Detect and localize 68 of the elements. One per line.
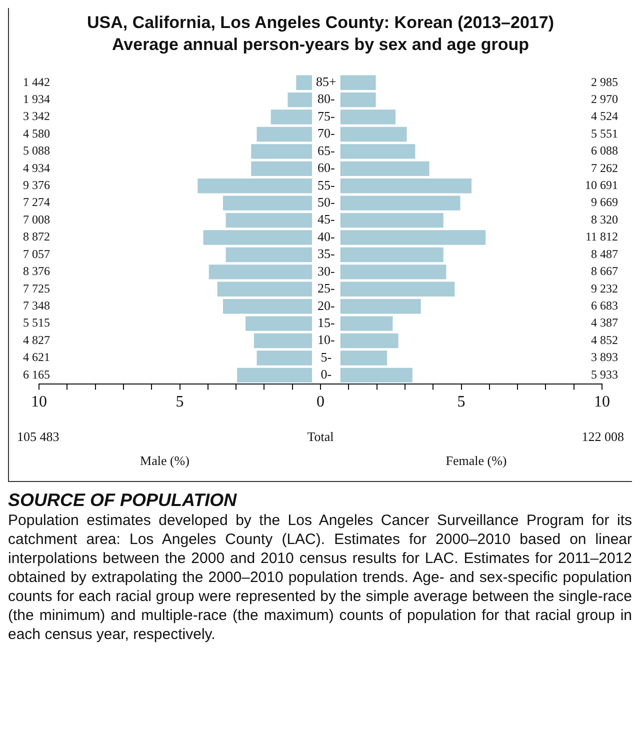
chart-title: USA, California, Los Angeles County: Korean (2013–2017): [86, 12, 555, 34]
annotation: 4 524: [591, 109, 618, 124]
y-tick-label: 55-: [317, 177, 335, 192]
annotation: 7 262: [591, 160, 618, 175]
chart-subtitle: Average annual person-years by sex and age group: [111, 34, 530, 56]
annotation: 6 165: [23, 367, 50, 382]
annotation: 3 893: [591, 350, 618, 364]
text: Population estimates developed by the Los Angeles Cancer Surveillance Program for its catchment area: Los Angeles County (LAC). Estimates for 2000–2010 based on linear interpolations between the 2000 and 2010 census results for LAC. Estimates for 2011–2012 obtained by extrapolating the 2000–2010 population trends. Age- and sex-specific population counts for each racial group were represented by the simple average between the single-race (the minimum) and multiple-race (the maximum) counts of population for that racial group in each census year, respectively.: [8, 511, 632, 644]
y-tick-label: 80-: [317, 91, 335, 106]
x-tick-label: 0: [316, 394, 324, 411]
annotation: 8 487: [591, 246, 618, 261]
x-tick-label: 5: [457, 394, 466, 411]
annotation: 7 725: [23, 281, 50, 296]
annotation: 1 442: [23, 74, 50, 89]
annotation: 5 551: [591, 126, 618, 140]
text: Total: [307, 429, 334, 445]
y-tick-label: 65-: [317, 142, 335, 158]
y-tick-label: 30-: [317, 263, 335, 278]
annotation: 11 812: [585, 230, 618, 244]
text: Female (%): [444, 453, 508, 469]
y-tick-label: 0-: [320, 366, 332, 382]
y-tick-label: 5-: [320, 349, 332, 364]
y-tick-label: 70-: [317, 126, 335, 141]
annotation: 8 667: [591, 264, 618, 278]
annotation: 10 691: [585, 178, 618, 192]
annotation: 9 376: [23, 178, 50, 192]
annotation: 9 232: [591, 281, 618, 296]
source-note: SOURCE OF POPULATION: [8, 490, 238, 511]
text: Male (%): [139, 453, 190, 469]
annotation: 1 934: [23, 92, 50, 106]
y-tick-label: 20-: [317, 298, 335, 313]
y-tick-label: 75-: [317, 108, 335, 124]
annotation: 5 088: [23, 144, 50, 158]
annotation: 2 970: [591, 92, 618, 106]
annotation: 7 348: [23, 298, 50, 313]
annotation: 6 683: [591, 298, 618, 313]
annotation: 4 621: [23, 350, 50, 364]
annotation: 5 515: [23, 316, 50, 330]
annotation: 4 934: [23, 160, 50, 175]
y-tick-label: 50-: [317, 194, 335, 210]
x-tick-label: 5: [176, 394, 184, 411]
y-tick-label: 25-: [317, 280, 335, 296]
y-tick-label: 45-: [317, 212, 335, 227]
text: 122 008: [582, 429, 624, 445]
annotation: 7 274: [23, 195, 50, 210]
y-tick-label: 40-: [317, 228, 335, 244]
annotation: 3 342: [23, 109, 50, 124]
y-tick-label: 60-: [317, 160, 335, 176]
annotation: 7 008: [23, 212, 50, 226]
x-tick-label: 10: [594, 394, 610, 411]
annotation: 4 387: [591, 316, 618, 330]
y-tick-label: 35-: [317, 246, 335, 262]
annotation: 9 669: [591, 195, 618, 210]
annotation: 7 057: [23, 246, 50, 261]
text: 105 483: [17, 429, 60, 445]
y-tick-label: 85+: [316, 74, 336, 90]
annotation: 8 872: [23, 230, 50, 244]
annotation: 6 088: [591, 144, 618, 158]
y-tick-label: 15-: [317, 314, 335, 330]
annotation: 4 827: [23, 332, 50, 347]
annotation: 5 933: [591, 367, 618, 382]
annotation: 8 376: [23, 264, 50, 278]
x-tick-label: 10: [31, 394, 47, 411]
annotation: 8 320: [591, 212, 618, 226]
annotation: 2 985: [591, 74, 618, 89]
y-tick-label: 10-: [317, 332, 335, 348]
annotation: 4 580: [23, 126, 50, 140]
annotation: 4 852: [591, 332, 618, 347]
